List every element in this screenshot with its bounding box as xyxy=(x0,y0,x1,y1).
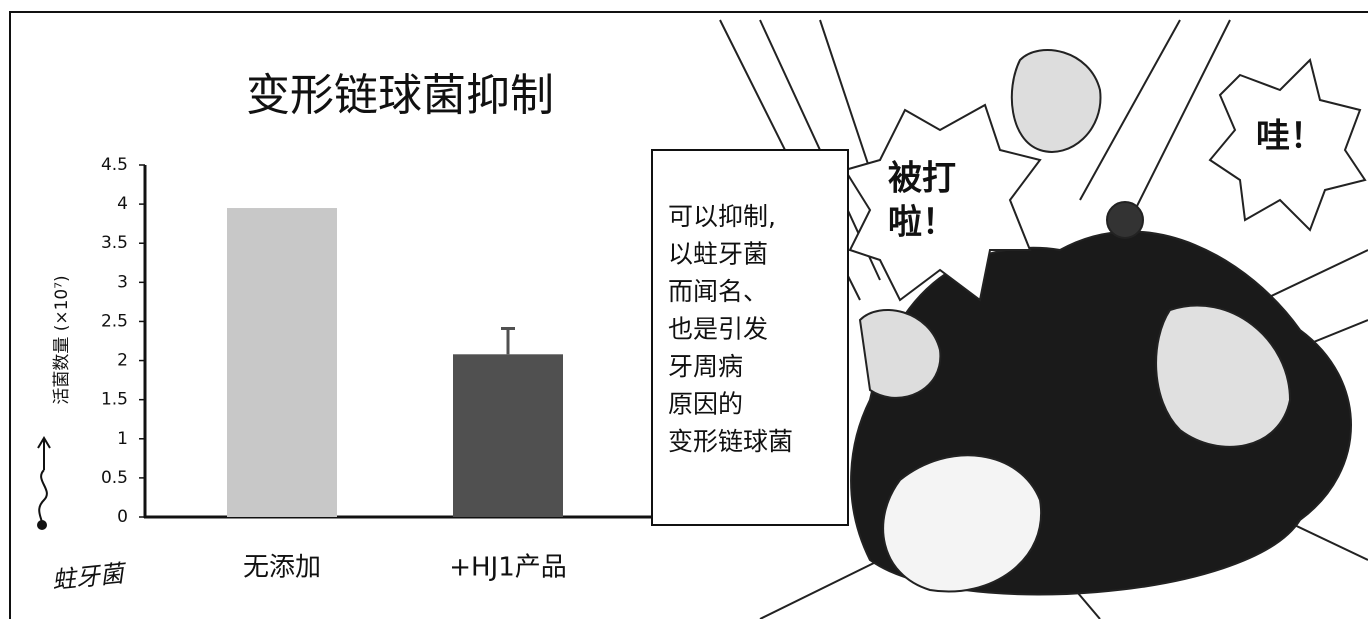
y-tick-label: 2.5 xyxy=(101,311,128,331)
annotation-dot xyxy=(37,520,47,530)
speech-bubble-text: 啦！ xyxy=(888,203,956,243)
annotation-arrow xyxy=(37,436,51,523)
caption-box xyxy=(651,149,849,526)
caption-line: 也是引发 xyxy=(668,315,768,344)
y-tick-label: 2 xyxy=(117,351,128,371)
y-tick-label: 4.5 xyxy=(101,155,128,175)
y-tick-label: 4 xyxy=(117,194,128,214)
y-tick-label: 0 xyxy=(117,507,128,527)
x-tick-label: +HJ1产品 xyxy=(449,553,567,583)
caption-line: 可以抑制, xyxy=(668,202,776,231)
speech-bubble-text: 被打 xyxy=(888,159,956,199)
bar xyxy=(453,354,563,517)
y-tick-label: 3.5 xyxy=(101,233,128,253)
y-tick-label: 1.5 xyxy=(101,390,128,410)
speech-bubble-text: 哇！ xyxy=(1256,117,1324,157)
manga-art xyxy=(719,19,1368,619)
caption-line: 变形链球菌 xyxy=(668,427,793,456)
bar xyxy=(227,208,337,517)
y-tick-label: 1 xyxy=(117,429,128,449)
y-axis-label: 活菌数量 (×10⁷) xyxy=(52,275,72,404)
chart-title: 变形链球菌抑制 xyxy=(246,70,554,121)
y-tick-label: 0.5 xyxy=(101,468,128,488)
y-tick-label: 3 xyxy=(117,272,128,292)
caption-line: 而闻名、 xyxy=(668,277,768,306)
caption-line: 原因的 xyxy=(668,390,743,419)
x-tick-label: 无添加 xyxy=(243,553,321,583)
caption-line: 以蛀牙菌 xyxy=(668,240,768,269)
caption-line: 牙周病 xyxy=(668,352,743,381)
